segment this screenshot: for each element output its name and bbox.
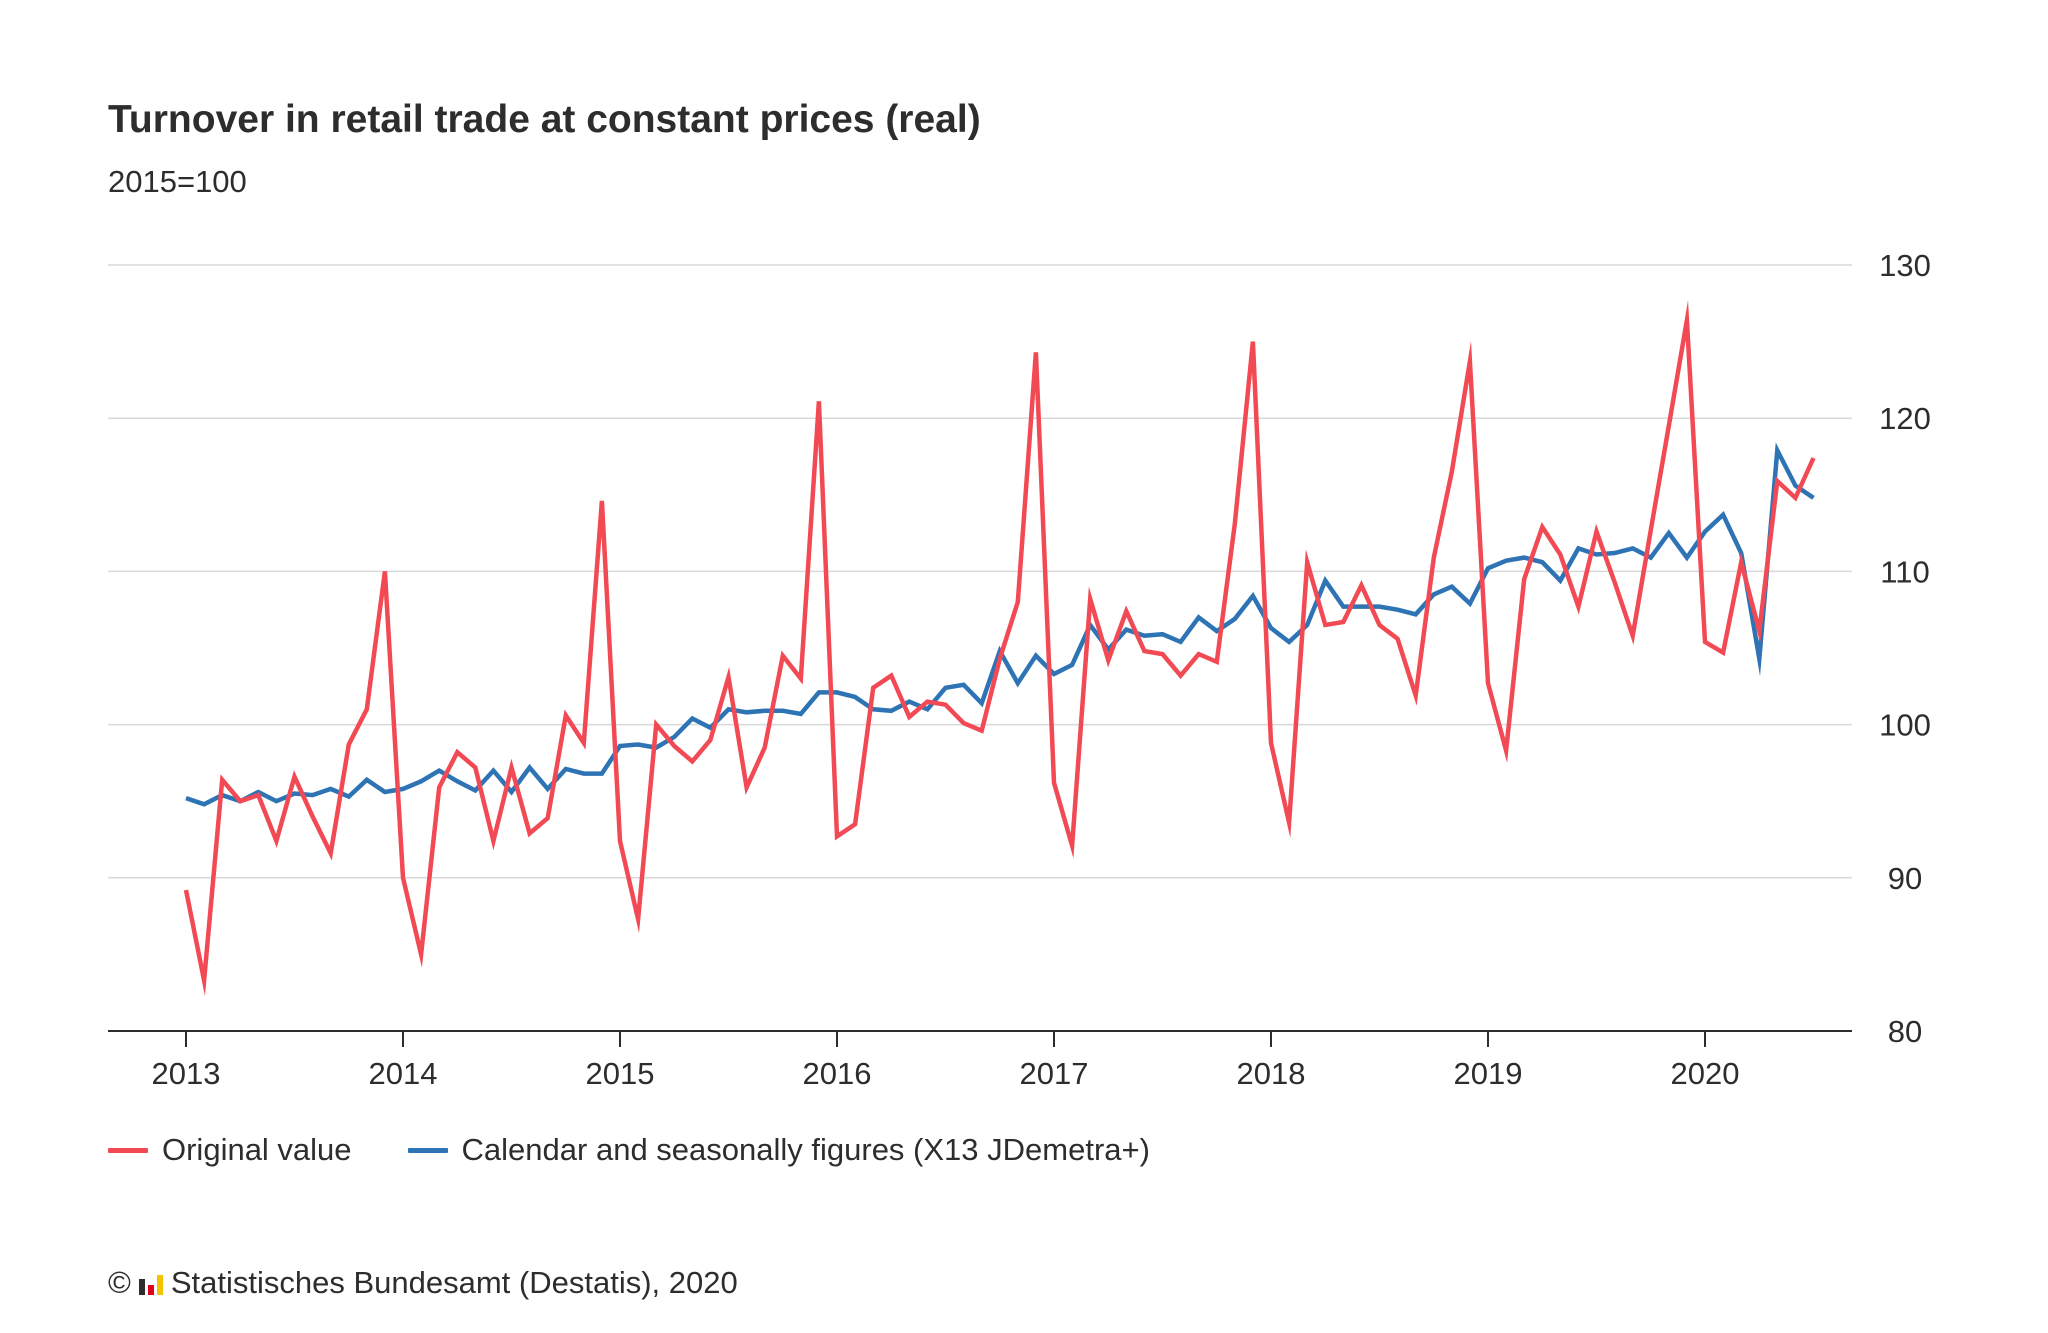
y-tick-label: 90: [1888, 861, 1922, 896]
y-tick-label: 120: [1879, 401, 1931, 436]
x-tick-label: 2015: [586, 1056, 655, 1091]
chart-subtitle: 2015=100: [108, 164, 247, 199]
chart-title: Turnover in retail trade at constant pri…: [108, 98, 981, 141]
y-tick-label: 110: [1880, 554, 1929, 589]
legend-label-adjusted: Calendar and seasonally figures (X13 JDe…: [461, 1132, 1150, 1167]
legend-item-adjusted: Calendar and seasonally figures (X13 JDe…: [407, 1132, 1150, 1168]
x-tick-label: 2020: [1671, 1056, 1740, 1091]
legend-item-original: Original value: [108, 1132, 352, 1168]
series-line-adjusted: [185, 442, 1815, 807]
y-axis-labels: 80 90 100 110 120 130: [1879, 248, 1931, 1049]
x-axis-labels: 2013 2014 2015 2016 2017 2018 2019 2020: [152, 1056, 1740, 1091]
legend-label-original: Original value: [162, 1132, 352, 1167]
y-tick-label: 130: [1879, 248, 1931, 283]
legend: Original value Calendar and seasonally f…: [108, 1132, 1150, 1168]
legend-swatch-adjusted: [407, 1147, 448, 1153]
destatis-logo-icon: [138, 1269, 163, 1297]
grid-lines: [108, 264, 1852, 879]
x-tick-label: 2013: [152, 1056, 221, 1091]
x-axis: [108, 1030, 1852, 1047]
x-tick-label: 2016: [803, 1056, 872, 1091]
copyright-symbol: ©: [108, 1265, 131, 1300]
source-footer: © Statistisches Bundesamt (Destatis), 20…: [108, 1265, 738, 1301]
x-tick-label: 2014: [369, 1056, 438, 1091]
legend-swatch-original: [108, 1147, 148, 1153]
source-text: Statistisches Bundesamt (Destatis), 2020: [170, 1265, 738, 1300]
x-tick-label: 2017: [1020, 1056, 1089, 1091]
series-lines: [183, 300, 1816, 997]
y-tick-label: 80: [1888, 1014, 1922, 1049]
x-tick-label: 2019: [1454, 1056, 1523, 1091]
series-line-original: [183, 300, 1816, 997]
y-tick-label: 100: [1879, 708, 1931, 743]
x-tick-label: 2018: [1237, 1056, 1306, 1091]
